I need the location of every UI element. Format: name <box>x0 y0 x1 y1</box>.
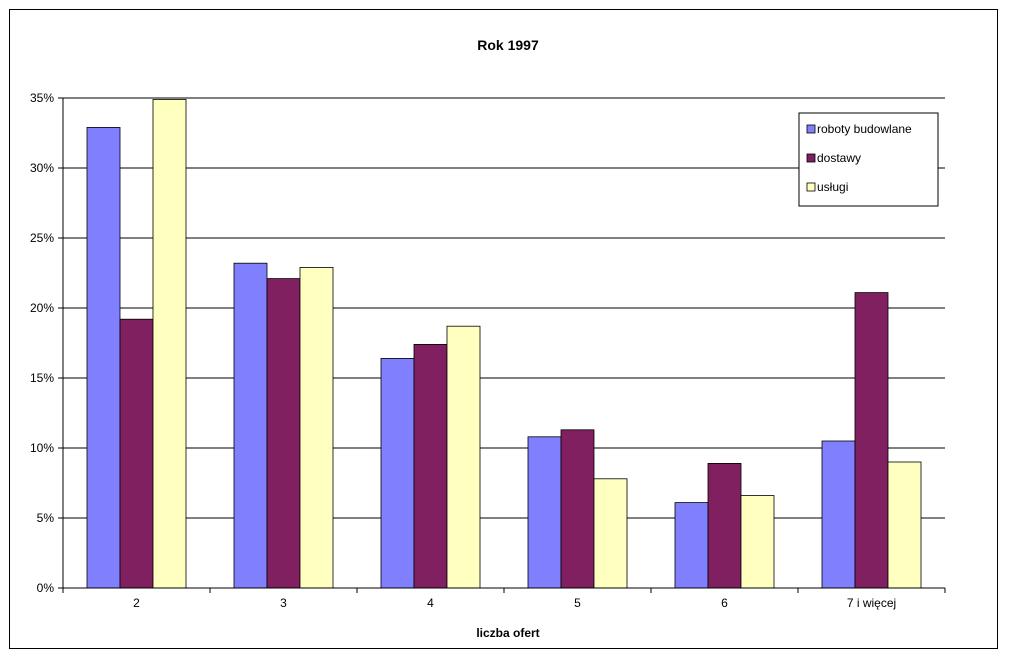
legend-swatch <box>806 124 816 134</box>
x-tick-label: 7 i więcej <box>847 596 896 610</box>
y-tick-label: 35% <box>30 91 54 105</box>
x-tick-label: 6 <box>721 596 728 610</box>
legend-swatch <box>806 182 816 192</box>
y-tick-label: 10% <box>30 441 54 455</box>
bar <box>593 478 628 589</box>
legend: roboty budowlane dostawy usługi <box>798 112 939 207</box>
x-tick-label: 5 <box>574 596 581 610</box>
x-tick-label: 3 <box>280 596 287 610</box>
x-tick-label: 2 <box>133 596 140 610</box>
x-tick-label: 4 <box>427 596 434 610</box>
bar <box>887 461 922 589</box>
y-tick-label: 0% <box>37 581 55 595</box>
chart-title: Rok 1997 <box>477 37 539 53</box>
y-tick-label: 5% <box>37 511 55 525</box>
bar <box>446 325 481 589</box>
bar <box>380 357 415 589</box>
bar <box>86 127 121 589</box>
axes <box>58 97 946 593</box>
bar <box>740 495 775 589</box>
bar <box>233 262 268 589</box>
bar <box>821 440 856 589</box>
bar <box>560 429 595 589</box>
bar <box>854 292 889 589</box>
legend-swatch <box>806 153 816 163</box>
bar <box>266 278 301 589</box>
bar-marks <box>86 99 922 589</box>
bar <box>674 502 709 589</box>
legend-label: dostawy <box>817 151 861 165</box>
x-axis-title: liczba ofert <box>476 626 539 640</box>
y-tick-label: 20% <box>30 301 54 315</box>
bar <box>527 436 562 589</box>
bar <box>707 462 742 589</box>
legend-label: roboty budowlane <box>817 122 912 136</box>
gridlines <box>63 97 945 519</box>
y-tick-label: 15% <box>30 371 54 385</box>
bar <box>119 318 154 589</box>
bar <box>152 99 187 589</box>
x-tick-labels: 2 3 4 5 6 7 i więcej <box>133 596 896 610</box>
bar <box>413 343 448 589</box>
y-tick-labels: 0% 5% 10% 15% 20% 25% 30% 35% <box>30 91 54 595</box>
bar <box>299 266 334 589</box>
chart-frame <box>9 9 998 649</box>
y-tick-label: 30% <box>30 161 54 175</box>
legend-box <box>798 112 939 207</box>
y-tick-label: 25% <box>30 231 54 245</box>
legend-label: usługi <box>817 180 848 194</box>
